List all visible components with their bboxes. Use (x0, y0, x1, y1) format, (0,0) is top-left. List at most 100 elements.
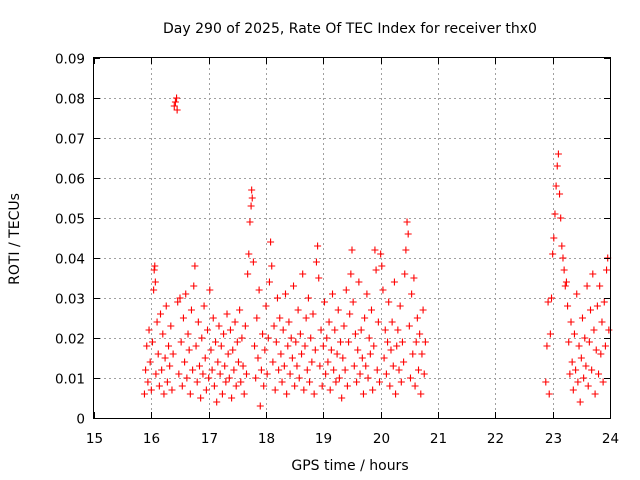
data-point (573, 290, 581, 298)
data-point (409, 350, 417, 358)
data-point (234, 358, 242, 366)
data-point (342, 286, 350, 294)
data-point (145, 326, 153, 334)
data-points (140, 94, 613, 410)
data-point (575, 342, 583, 350)
chart-title: Day 290 of 2025, Rate Of TEC Index for r… (163, 21, 537, 37)
data-point (403, 218, 411, 226)
data-point (151, 262, 159, 270)
data-point (155, 382, 163, 390)
data-point (269, 358, 277, 366)
data-point (388, 318, 396, 326)
data-point (365, 334, 373, 342)
data-point (177, 338, 185, 346)
data-point (400, 358, 408, 366)
data-point (306, 378, 314, 386)
data-point (557, 214, 565, 222)
data-point (243, 370, 251, 378)
data-point (285, 318, 293, 326)
y-tick-label: 0.09 (55, 52, 85, 68)
data-point (232, 382, 240, 390)
data-point (312, 258, 320, 266)
data-point (207, 346, 215, 354)
data-point (385, 298, 393, 306)
data-point (570, 330, 578, 338)
data-point (354, 346, 362, 354)
data-point (249, 258, 257, 266)
x-tick-label: 24 (602, 431, 619, 447)
data-point (562, 278, 570, 286)
data-point (281, 290, 289, 298)
data-point (559, 254, 567, 262)
data-point (357, 326, 365, 334)
data-point (176, 294, 184, 302)
data-point (171, 98, 179, 106)
data-point (565, 338, 573, 346)
data-point (544, 298, 552, 306)
data-point (408, 290, 416, 298)
data-point (264, 334, 272, 342)
data-point (214, 358, 222, 366)
data-point (580, 374, 588, 382)
data-point (190, 282, 198, 290)
data-point (204, 326, 212, 334)
data-point (195, 362, 203, 370)
data-point (192, 342, 200, 350)
data-point (271, 386, 279, 394)
data-point (202, 386, 210, 394)
data-point (273, 294, 281, 302)
data-point (168, 386, 176, 394)
data-point (224, 350, 232, 358)
data-point (332, 378, 340, 386)
data-point (146, 358, 154, 366)
data-point (293, 362, 301, 370)
data-point (349, 298, 357, 306)
data-point (147, 386, 155, 394)
x-tick-label: 23 (545, 431, 562, 447)
data-point (151, 278, 159, 286)
data-point (553, 162, 561, 170)
data-point (230, 366, 238, 374)
data-point (601, 342, 609, 350)
data-point (587, 306, 595, 314)
data-point (157, 310, 165, 318)
data-point (556, 190, 564, 198)
data-point (585, 338, 593, 346)
data-point (351, 330, 359, 338)
x-tick-label: 15 (86, 431, 103, 447)
data-point (377, 250, 385, 258)
x-tick-label: 19 (315, 431, 332, 447)
data-point (308, 358, 316, 366)
data-point (595, 370, 603, 378)
data-point (350, 362, 358, 370)
data-point (179, 314, 187, 322)
data-point (299, 270, 307, 278)
data-point (382, 370, 390, 378)
data-point (167, 322, 175, 330)
data-point (418, 350, 426, 358)
x-tick-label: 18 (258, 431, 275, 447)
data-point (327, 346, 335, 354)
data-point (411, 382, 419, 390)
data-point (560, 266, 568, 274)
data-point (257, 366, 265, 374)
data-point (150, 286, 158, 294)
data-point (341, 366, 349, 374)
data-point (213, 398, 221, 406)
data-point (589, 270, 597, 278)
data-point (161, 354, 169, 362)
data-point (239, 362, 247, 370)
data-point (359, 390, 367, 398)
data-point (584, 382, 592, 390)
data-point (366, 350, 374, 358)
data-point (175, 370, 183, 378)
data-point (338, 394, 346, 402)
data-point (154, 350, 162, 358)
data-point (396, 302, 404, 310)
data-point (229, 346, 237, 354)
data-point (356, 370, 364, 378)
data-point (233, 338, 241, 346)
data-point (561, 282, 569, 290)
data-point (294, 306, 302, 314)
data-point (225, 374, 233, 382)
